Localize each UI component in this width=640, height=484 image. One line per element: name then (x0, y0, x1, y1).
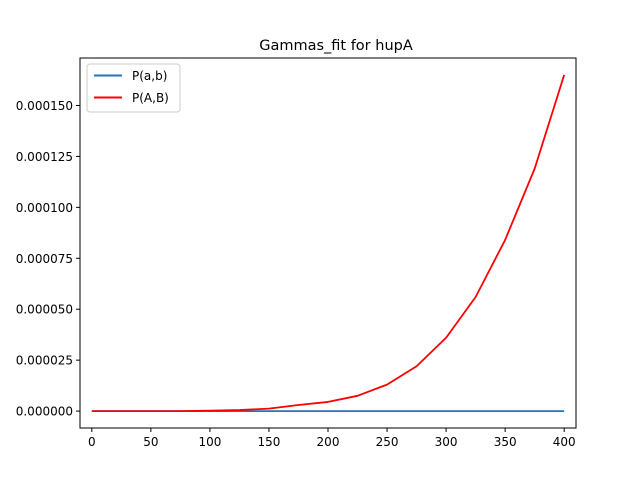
x-tick-label: 100 (198, 435, 221, 449)
x-tick-label: 0 (88, 435, 96, 449)
legend-label-pAB: P(A,B) (132, 91, 169, 105)
x-tick-label: 250 (376, 435, 399, 449)
chart-title: Gammas_fit for hupA (259, 38, 413, 54)
y-tick-label: 0.000150 (16, 99, 73, 113)
x-tick-label: 350 (494, 435, 517, 449)
y-axis: 0.000000 0.000025 0.000050 0.000075 0.000100… (16, 99, 80, 419)
legend-label-pab: P(a,b) (132, 69, 167, 83)
y-tick-label: 0.000125 (16, 150, 73, 164)
y-tick-label: 0.000050 (16, 303, 73, 317)
series-line-pAB (91, 74, 566, 412)
x-tick-label: 150 (257, 435, 280, 449)
y-tick-label: 0.000100 (16, 201, 73, 215)
legend: P(a,b) P(A,B) (86, 63, 181, 113)
series-layer (91, 74, 566, 412)
x-tick-label: 200 (317, 435, 340, 449)
x-axis: 0 50 100 150 200 250 300 350 400 (88, 428, 576, 449)
x-tick-label: 400 (553, 435, 576, 449)
y-tick-label: 0.000075 (16, 252, 73, 266)
x-tick-label: 50 (143, 435, 158, 449)
y-tick-label: 0.000025 (16, 354, 73, 368)
axes-frame (79, 57, 577, 429)
y-tick-label: 0.000000 (16, 405, 73, 419)
x-tick-label: 300 (435, 435, 458, 449)
